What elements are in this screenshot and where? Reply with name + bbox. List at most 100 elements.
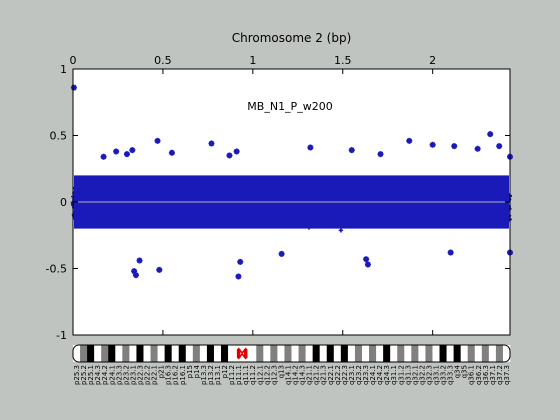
data-point-outlier — [70, 84, 77, 91]
cytoband-label: q36.1 — [468, 365, 476, 385]
cytoband-p25-1: p25.1 — [87, 345, 95, 385]
cytoband-label: q32.3 — [425, 365, 433, 385]
cytoband-p22-3: p22.3 — [136, 345, 144, 385]
cytoband-q22-1: q22.1 — [326, 345, 335, 385]
cytoband-q31-3: q31.3 — [404, 345, 412, 385]
x-tick-label: 2 — [429, 54, 436, 67]
data-point-outlier — [136, 257, 143, 264]
y-tick-label: -0.5 — [46, 263, 67, 276]
cytoband-q12-1: q12.1 — [256, 345, 264, 385]
cytoband-q12-2: q12.2 — [263, 345, 271, 385]
cytoband-label: q23.2 — [355, 365, 363, 385]
cytoband-p24-2: p24.2 — [101, 345, 109, 385]
cytoband-q24-3: q24.3 — [383, 345, 391, 385]
cytoband-label: p13.1 — [214, 365, 222, 385]
cytoband-q11-2: q11.2 — [249, 345, 257, 385]
data-point-outlier — [278, 250, 285, 257]
cytoband-label: q14.3 — [299, 365, 307, 385]
cytoband-p22-1: p22.1 — [150, 345, 159, 385]
cytoband-label: p23.3 — [115, 365, 123, 385]
cytoband-label: p25.2 — [80, 365, 88, 385]
cytoband-label: q24.1 — [369, 365, 377, 385]
cytoband-label: q21.3 — [320, 365, 328, 385]
data-point-outlier — [208, 140, 215, 147]
cytoband-q32-2: q32.2 — [418, 345, 426, 385]
cytoband-label: q33.3 — [447, 365, 455, 385]
y-tick-label: -1 — [56, 329, 67, 342]
cytoband-p23-3: p23.3 — [115, 345, 123, 385]
cytoband-p15: p15 — [185, 345, 194, 378]
cytoband-label: p25.3 — [73, 365, 81, 385]
cytoband-q37-2: q37.2 — [495, 345, 504, 385]
cytoband-label: p16.3 — [165, 365, 173, 385]
cytoband-p24-3: p24.3 — [94, 345, 102, 385]
ideogram-outline — [72, 344, 511, 363]
y-axis-left: 1 0.5 0 -0.5 -1 — [46, 63, 510, 342]
cytoband-label: q34 — [454, 364, 462, 378]
cytoband-p16-3: p16.3 — [164, 345, 173, 385]
cytoband-q31-2: q31.2 — [397, 345, 405, 385]
cytoband-q37-1: q37.1 — [488, 345, 497, 385]
chart-title: Chromosome 2 (bp) — [232, 31, 352, 45]
cytoband-q34: q34 — [453, 345, 462, 378]
cytoband-p23-2: p23.2 — [122, 345, 130, 385]
cytoband-label: p22.1 — [151, 365, 159, 385]
data-point-outlier — [474, 145, 481, 152]
cytoband-p13-2: p13.2 — [206, 345, 215, 385]
data-point-outlier — [451, 143, 458, 150]
cytoband-label: q31.1 — [390, 365, 398, 385]
data-point-outlier — [168, 149, 175, 156]
cytoband-label: p14 — [193, 364, 201, 378]
cytoband-label: q22.2 — [334, 365, 342, 385]
cytoband-q14-3: q14.3 — [298, 345, 307, 385]
cytoband-label: p23.1 — [129, 365, 137, 385]
cytoband-q24-2: q24.2 — [376, 345, 384, 385]
data-point-outlier — [233, 148, 240, 155]
cytoband-label: q12.1 — [256, 365, 264, 385]
cytoband-q36-3: q36.3 — [481, 345, 490, 385]
data-point-outlier — [235, 273, 242, 280]
cytoband-q36-2: q36.2 — [474, 345, 483, 385]
data-point-outlier — [132, 272, 139, 279]
cytoband-q23-3: q23.3 — [361, 345, 370, 385]
cytoband-label: q22.3 — [341, 365, 349, 385]
y-tick-label: 0 — [60, 196, 67, 209]
x-axis-top: 0 0.5 1 1.5 2 — [70, 54, 436, 335]
x-tick-label: 1.5 — [334, 54, 352, 67]
cytoband-label: q24.3 — [383, 365, 391, 385]
cytoband-p11-1: p11.1 — [235, 345, 243, 385]
cytoband-label: q11.2 — [249, 365, 257, 385]
sample-annotation: MB_N1_P_w200 — [247, 100, 332, 113]
cytoband-q14-1: q14.1 — [284, 345, 292, 385]
cytoband-p13-1: p13.1 — [213, 345, 222, 385]
cytoband-label: q11.1 — [242, 365, 250, 385]
cytoband-q32-3: q32.3 — [425, 345, 433, 385]
cytoband-p21: p21 — [157, 345, 166, 378]
cytoband-label: p13.2 — [207, 365, 215, 385]
cytoband-label: q21.2 — [313, 365, 321, 385]
data-point-outlier — [156, 266, 163, 273]
centromere-marker — [237, 347, 247, 360]
cytoband-q22-2: q22.2 — [333, 345, 342, 385]
data-point-outlier — [123, 151, 130, 158]
cytoband-q11-1: q11.1 — [242, 345, 250, 385]
cytoband-label: p15 — [186, 365, 194, 378]
data-point-outlier — [154, 137, 161, 144]
cytoband-label: q37.1 — [489, 365, 497, 385]
cytoband-q14-2: q14.2 — [291, 345, 300, 385]
cytoband-label: p13.3 — [200, 365, 208, 385]
data-point-outlier — [363, 256, 370, 263]
cytoband-p16-2: p16.2 — [171, 345, 180, 385]
cytoband-label: p12 — [221, 365, 229, 378]
cytoband-label: q23.3 — [362, 365, 370, 385]
cytoband-label: p25.1 — [87, 365, 95, 385]
data-point-outlier — [487, 131, 494, 138]
cytoband-q23-2: q23.2 — [354, 345, 363, 385]
cytoband-q22-3: q22.3 — [340, 345, 349, 385]
x-tick-label: 0 — [70, 54, 77, 67]
cytoband-p14: p14 — [192, 345, 201, 378]
cytoband-label: q12.3 — [270, 365, 278, 385]
data-point-outlier — [406, 137, 413, 144]
cytoband-label: q12.2 — [263, 365, 271, 385]
